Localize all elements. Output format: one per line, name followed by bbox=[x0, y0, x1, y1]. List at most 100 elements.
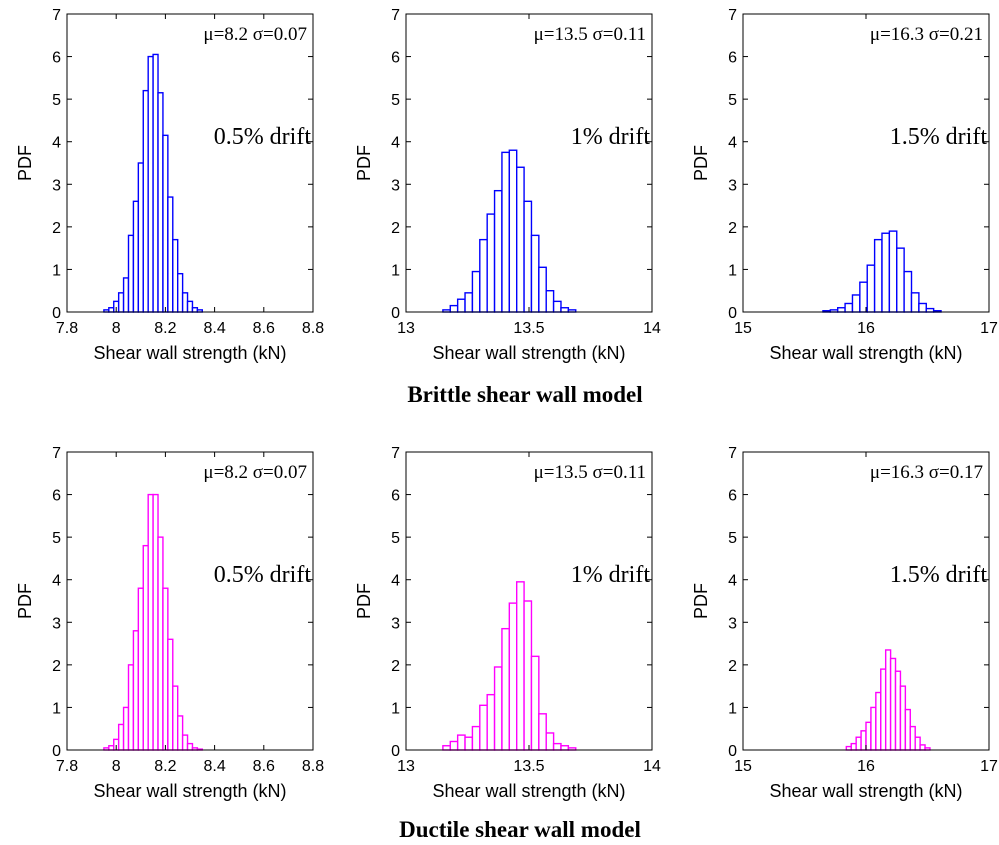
histogram-bar bbox=[122, 277, 130, 313]
histogram-bar bbox=[918, 302, 927, 313]
histogram-bar bbox=[122, 706, 130, 751]
x-tick-label: 17 bbox=[980, 758, 998, 775]
histogram-bar bbox=[157, 92, 164, 313]
y-tick-label: 6 bbox=[728, 488, 737, 505]
histogram-bar bbox=[142, 544, 149, 751]
histogram-panel: 0 1 2 3 4 5 6 7 7.8 8 8.2 8.4 8.6 8.8 Shear wall stren… bbox=[15, 445, 324, 801]
y-tick-label: 4 bbox=[728, 573, 737, 590]
x-tick-label: 13 bbox=[397, 758, 415, 775]
y-tick-label: 3 bbox=[728, 177, 737, 194]
histogram-bar bbox=[479, 704, 488, 751]
histogram-panel: 0 1 2 3 4 5 6 7 13 13.5 14 Shear wall strength (kN)… bbox=[354, 7, 661, 363]
x-tick-label: 8.8 bbox=[302, 320, 324, 337]
y-tick-label: 0 bbox=[52, 305, 61, 322]
x-tick-label: 15 bbox=[734, 758, 752, 775]
histogram-bar bbox=[493, 666, 503, 751]
histogram-bar bbox=[538, 266, 547, 313]
y-tick-label: 1 bbox=[52, 262, 61, 279]
y-tick-label: 6 bbox=[391, 50, 400, 67]
histogram-panel: 0 1 2 3 4 5 6 7 15 16 17 Shear wall strength (kN) PD… bbox=[691, 445, 998, 801]
y-tick-label: 5 bbox=[52, 92, 61, 109]
axes-box bbox=[66, 13, 314, 313]
y-tick-label: 2 bbox=[391, 658, 400, 675]
x-tick-label: 16 bbox=[857, 320, 875, 337]
stats-annotation: μ=16.3 σ=0.21 bbox=[870, 24, 983, 45]
x-tick-label: 8.4 bbox=[203, 758, 225, 775]
histogram-bar bbox=[523, 200, 533, 313]
y-tick-label: 2 bbox=[52, 658, 61, 675]
x-axis-label: Shear wall strength (kN) bbox=[432, 343, 625, 363]
y-tick-label: 1 bbox=[728, 700, 737, 717]
x-tick-label: 13 bbox=[397, 320, 415, 337]
histogram-panel: 0 1 2 3 4 5 6 7 13 13.5 14 Shear wall strength (kN)… bbox=[354, 445, 661, 801]
histogram-bar bbox=[117, 292, 125, 313]
x-tick-label: 8.6 bbox=[253, 758, 275, 775]
x-tick-label: 14 bbox=[643, 758, 661, 775]
y-tick-label: 3 bbox=[52, 615, 61, 632]
histogram-bar bbox=[449, 740, 459, 751]
y-tick-label: 2 bbox=[728, 220, 737, 237]
y-tick-label: 7 bbox=[391, 445, 400, 462]
y-tick-label: 6 bbox=[52, 50, 61, 67]
y-tick-label: 3 bbox=[728, 615, 737, 632]
x-tick-label: 7.8 bbox=[56, 320, 78, 337]
histogram-bar bbox=[449, 304, 459, 313]
histogram-bar bbox=[850, 742, 857, 751]
histogram-bar bbox=[181, 292, 189, 313]
histogram-bar bbox=[904, 708, 911, 751]
histogram-bar bbox=[137, 587, 144, 751]
histogram-bar bbox=[456, 734, 466, 751]
histogram-bar bbox=[486, 693, 496, 751]
drift-annotation: 1.5% drift bbox=[890, 124, 988, 150]
histogram-bar bbox=[464, 736, 474, 751]
axes-box bbox=[742, 13, 990, 313]
histogram-bar bbox=[899, 685, 907, 751]
histogram-bar bbox=[837, 307, 846, 313]
histogram-bar bbox=[873, 238, 883, 313]
histogram-bar bbox=[560, 307, 570, 313]
y-axis-label: PDF bbox=[15, 145, 35, 181]
histogram-bar bbox=[127, 234, 135, 313]
histogram-bar bbox=[186, 300, 194, 313]
histogram-bar bbox=[855, 736, 862, 751]
histogram-bar bbox=[910, 292, 920, 313]
histogram-bar bbox=[925, 307, 935, 313]
histogram-bar bbox=[888, 230, 898, 313]
histogram-bar bbox=[176, 272, 184, 313]
histogram-bar bbox=[845, 745, 852, 751]
histogram-bar bbox=[530, 234, 540, 313]
histogram-bar bbox=[127, 664, 135, 751]
ductile-caption: Ductile shear wall model bbox=[399, 817, 641, 842]
histogram-bar bbox=[865, 721, 872, 751]
y-tick-label: 1 bbox=[391, 700, 400, 717]
histogram-bar bbox=[870, 706, 877, 751]
x-axis-label: Shear wall strength (kN) bbox=[769, 781, 962, 801]
drift-annotation: 1% drift bbox=[571, 562, 651, 588]
axes-box bbox=[66, 451, 314, 751]
x-tick-label: 8.8 bbox=[302, 758, 324, 775]
histogram-bar bbox=[545, 290, 555, 313]
histogram-bar bbox=[884, 649, 892, 751]
histogram-bar bbox=[914, 736, 921, 751]
y-tick-label: 7 bbox=[728, 7, 737, 24]
histogram-bar bbox=[501, 151, 511, 313]
y-tick-label: 5 bbox=[728, 530, 737, 547]
x-tick-label: 8.2 bbox=[154, 320, 176, 337]
histogram-bar bbox=[137, 162, 144, 313]
histogram-bar bbox=[919, 744, 926, 751]
x-axis-label: Shear wall strength (kN) bbox=[93, 781, 286, 801]
histogram-bar bbox=[851, 294, 861, 313]
histogram-bar bbox=[186, 742, 194, 751]
histogram-bar bbox=[560, 745, 570, 751]
histogram-bar bbox=[152, 53, 159, 313]
histogram-bar bbox=[894, 670, 902, 751]
y-tick-label: 6 bbox=[728, 50, 737, 67]
histogram-bar bbox=[880, 668, 887, 751]
y-tick-label: 2 bbox=[52, 220, 61, 237]
histogram-bar bbox=[909, 725, 916, 751]
y-tick-label: 4 bbox=[728, 135, 737, 152]
histogram-bar bbox=[508, 602, 518, 751]
histogram-bar bbox=[896, 247, 905, 313]
histogram-bar bbox=[147, 55, 154, 313]
